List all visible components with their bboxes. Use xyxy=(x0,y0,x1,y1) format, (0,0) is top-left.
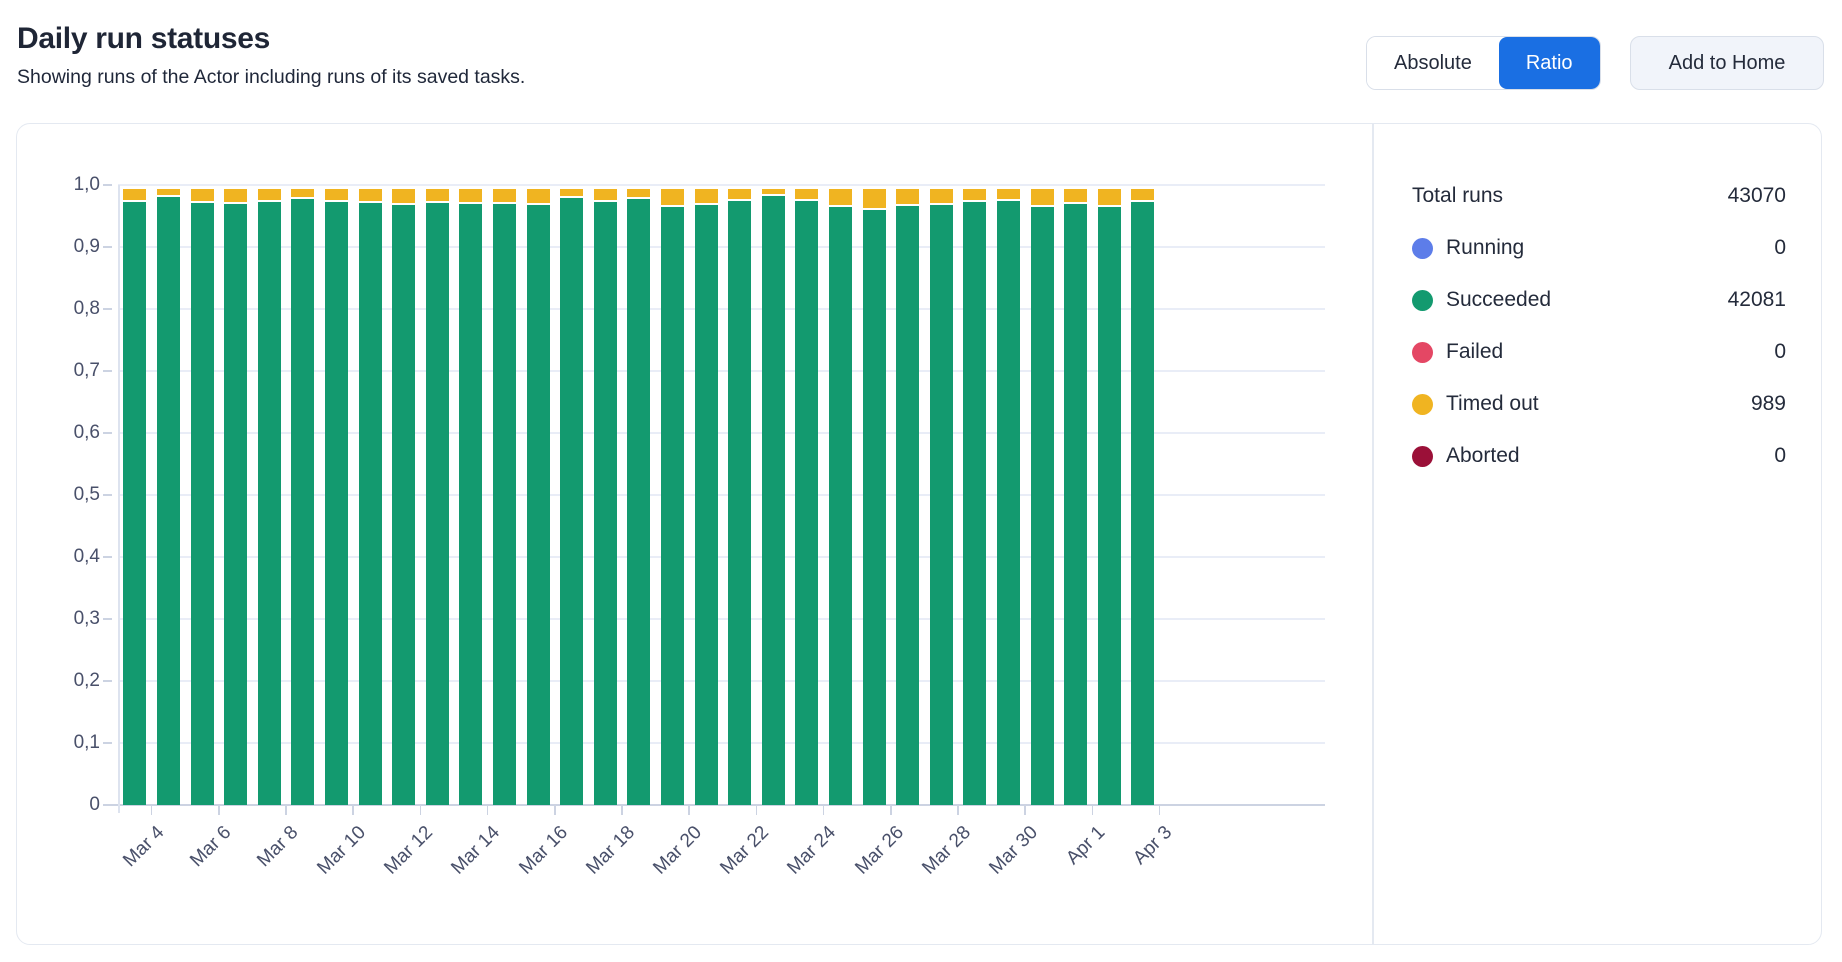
absolute-button[interactable]: Absolute xyxy=(1367,37,1499,89)
legend-item: Failed 0 xyxy=(1412,326,1786,378)
legend-dot-failed xyxy=(1412,341,1433,363)
ratio-button[interactable]: Ratio xyxy=(1498,37,1600,89)
legend-item-value: 0 xyxy=(1774,444,1786,467)
add-to-home-button[interactable]: Add to Home xyxy=(1630,36,1824,90)
legend-dot-succeeded xyxy=(1412,289,1433,311)
view-toggle: Absolute Ratio xyxy=(1366,36,1601,90)
legend-panel: Total runs 43070 Running 0 Succeeded 42081 F… xyxy=(1412,170,1786,482)
legend-item-value: 42081 xyxy=(1727,288,1786,311)
legend-item: Aborted 0 xyxy=(1412,430,1786,482)
legend-item-label: Aborted xyxy=(1446,444,1520,467)
page-subtitle: Showing runs of the Actor including runs… xyxy=(17,66,526,88)
legend-item: Succeeded 42081 xyxy=(1412,274,1786,326)
chart-legend-divider xyxy=(1372,124,1374,944)
legend-dot-running xyxy=(1412,237,1433,259)
legend-dot-timed-out xyxy=(1412,393,1433,415)
legend-dot-aborted xyxy=(1412,445,1433,467)
total-runs-value: 43070 xyxy=(1727,184,1786,207)
legend-item-label: Succeeded xyxy=(1446,288,1552,311)
legend-item-label: Running xyxy=(1446,236,1525,259)
legend-item-label: Failed xyxy=(1446,340,1504,363)
legend-item-value: 0 xyxy=(1774,236,1786,259)
legend-item-value: 0 xyxy=(1774,340,1786,363)
legend-item-value: 989 xyxy=(1750,392,1786,415)
total-runs-label: Total runs xyxy=(1412,184,1504,207)
legend-item: Timed out 989 xyxy=(1412,378,1786,430)
legend-item-label: Timed out xyxy=(1446,392,1539,415)
page-title: Daily run statuses xyxy=(17,22,271,55)
total-runs-row: Total runs 43070 xyxy=(1412,170,1786,222)
legend-item: Running 0 xyxy=(1412,222,1786,274)
